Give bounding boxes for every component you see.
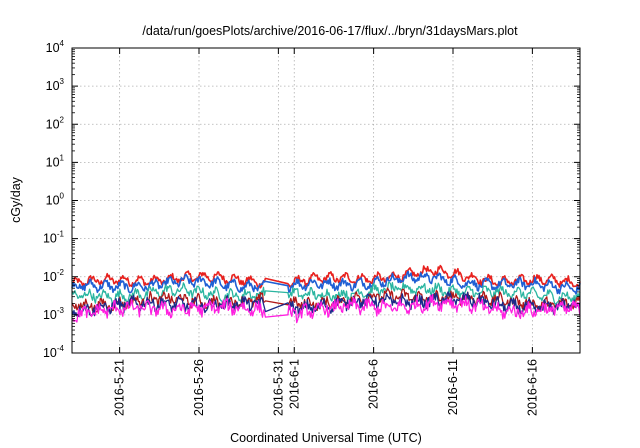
x-tick-label: 2016-5-31 <box>271 359 285 416</box>
x-tick-label: 2016-5-21 <box>113 359 127 416</box>
y-tick-exponent: -1 <box>57 230 65 239</box>
y-tick-label: 100 <box>46 192 65 208</box>
series-line <box>71 270 581 295</box>
y-tick-exponent: 4 <box>60 39 65 48</box>
y-tick-exponent: 0 <box>60 192 65 201</box>
chart-title: /data/run/goesPlots/archive/2016-06-17/f… <box>142 24 518 38</box>
y-tick-label: 10-1 <box>43 230 65 246</box>
x-tick-label: 2016-6-1 <box>287 359 301 409</box>
y-tick-label: 101 <box>46 153 65 169</box>
x-tick-label: 2016-6-6 <box>367 359 381 409</box>
y-tick-label: 10-3 <box>43 306 65 322</box>
y-tick-exponent: -4 <box>57 344 65 353</box>
x-tick-label: 2016-6-11 <box>446 359 460 415</box>
y-tick-exponent: 2 <box>60 115 65 124</box>
x-axis-label: Coordinated Universal Time (UTC) <box>230 431 422 445</box>
y-tick-exponent: 3 <box>60 77 65 86</box>
series-line <box>71 291 581 318</box>
x-tick-label: 2016-5-26 <box>192 359 206 416</box>
y-tick-exponent: -3 <box>57 306 65 315</box>
x-tick-label: 2016-6-16 <box>525 359 539 416</box>
y-tick-exponent: -2 <box>57 268 65 277</box>
y-tick-label: 10-4 <box>43 344 65 360</box>
x-axis: 2016-5-21 2016-5-26 2016-5-31 2016-6-1 2016-… <box>113 48 539 416</box>
y-axis-label: cGy/day <box>9 176 23 223</box>
series-line <box>71 293 581 324</box>
y-tick-label: 104 <box>46 39 65 55</box>
y-tick-label: 103 <box>46 77 65 93</box>
y-tick-label: 102 <box>46 115 65 131</box>
series-group <box>71 264 581 324</box>
y-tick-exponent: 1 <box>60 153 65 162</box>
y-tick-label: 10-2 <box>43 268 65 284</box>
